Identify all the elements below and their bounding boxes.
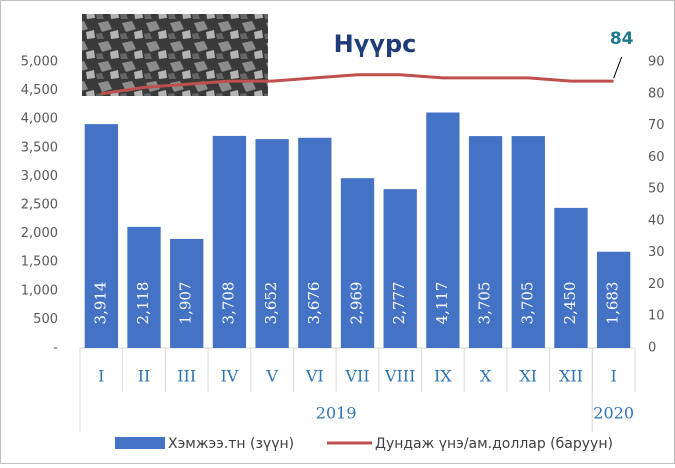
x-tick-label: IV bbox=[220, 367, 238, 386]
y-tick-label: 4,000 bbox=[21, 112, 58, 127]
x-tick-label: VI bbox=[305, 367, 324, 386]
y-tick-label: 4,500 bbox=[21, 83, 58, 98]
y2-tick-label: 20 bbox=[648, 277, 665, 292]
y2-tick-label: 0 bbox=[648, 341, 656, 356]
y2-tick-label: 80 bbox=[648, 86, 665, 101]
y2-tick-label: 40 bbox=[648, 213, 665, 228]
y-tick-label: 1,500 bbox=[21, 255, 58, 270]
x-tick-label: IX bbox=[434, 367, 452, 386]
chart-title: Нүүрс bbox=[334, 30, 417, 58]
bar-value-label: 3,676 bbox=[305, 282, 323, 325]
y2-tick-label: 30 bbox=[648, 245, 665, 260]
bar-value-label: 2,450 bbox=[561, 282, 579, 325]
bar-value-label: 1,683 bbox=[604, 282, 622, 325]
x-group-label: 2019 bbox=[316, 404, 357, 423]
x-tick-label: III bbox=[177, 367, 196, 386]
y-tick-label: 1,000 bbox=[21, 283, 58, 298]
y-tick-label: 2,000 bbox=[21, 226, 58, 241]
bar-value-label: 1,907 bbox=[177, 282, 195, 325]
legend-label: Дундаж үнэ/ам.доллар (баруун) bbox=[375, 436, 613, 452]
bar bbox=[554, 208, 587, 348]
y2-tick-label: 90 bbox=[648, 55, 665, 70]
bar-value-label: 3,914 bbox=[91, 282, 109, 325]
bar-value-label: 3,708 bbox=[219, 282, 237, 325]
x-tick-label: X bbox=[480, 367, 492, 386]
x-tick-label: XI bbox=[519, 367, 537, 386]
y-tick-label: 3,000 bbox=[21, 169, 58, 184]
legend-label: Хэмжээ.тн (зүүн) bbox=[168, 436, 294, 452]
chart: Нүүрс -5001,0001,5002,0002,5003,0003,500… bbox=[0, 0, 675, 464]
bar-value-label: 3,705 bbox=[518, 282, 536, 325]
x-tick-label: II bbox=[138, 367, 151, 386]
y2-tick-label: 50 bbox=[648, 182, 665, 197]
y-tick-label: 3,500 bbox=[21, 140, 58, 155]
bar-value-label: 3,705 bbox=[476, 282, 494, 325]
bar-value-label: 2,777 bbox=[390, 282, 408, 325]
x-group-label: 2020 bbox=[593, 404, 634, 423]
x-tick-label: XII bbox=[559, 367, 583, 386]
x-tick-label: I bbox=[98, 367, 104, 386]
bar-value-label: 3,652 bbox=[262, 282, 280, 325]
y-tick-label: 500 bbox=[33, 312, 58, 327]
y2-tick-label: 70 bbox=[648, 118, 665, 133]
y2-tick-label: 10 bbox=[648, 309, 665, 324]
legend-swatch bbox=[115, 437, 165, 449]
x-tick-label: V bbox=[265, 367, 278, 386]
y-tick-label: 2,500 bbox=[21, 198, 58, 213]
y-tick-label: 5,000 bbox=[21, 55, 58, 70]
x-tick-label: VIII bbox=[384, 367, 416, 386]
x-tick-label: VII bbox=[344, 367, 369, 386]
y2-tick-label: 60 bbox=[648, 150, 665, 165]
x-tick-label: I bbox=[610, 367, 616, 386]
bar-value-label: 2,969 bbox=[348, 282, 366, 325]
line-value-label: 84 bbox=[610, 29, 634, 49]
bar-value-label: 2,118 bbox=[134, 282, 152, 325]
bar-value-label: 4,117 bbox=[433, 282, 451, 325]
y-tick-label: - bbox=[53, 341, 58, 356]
